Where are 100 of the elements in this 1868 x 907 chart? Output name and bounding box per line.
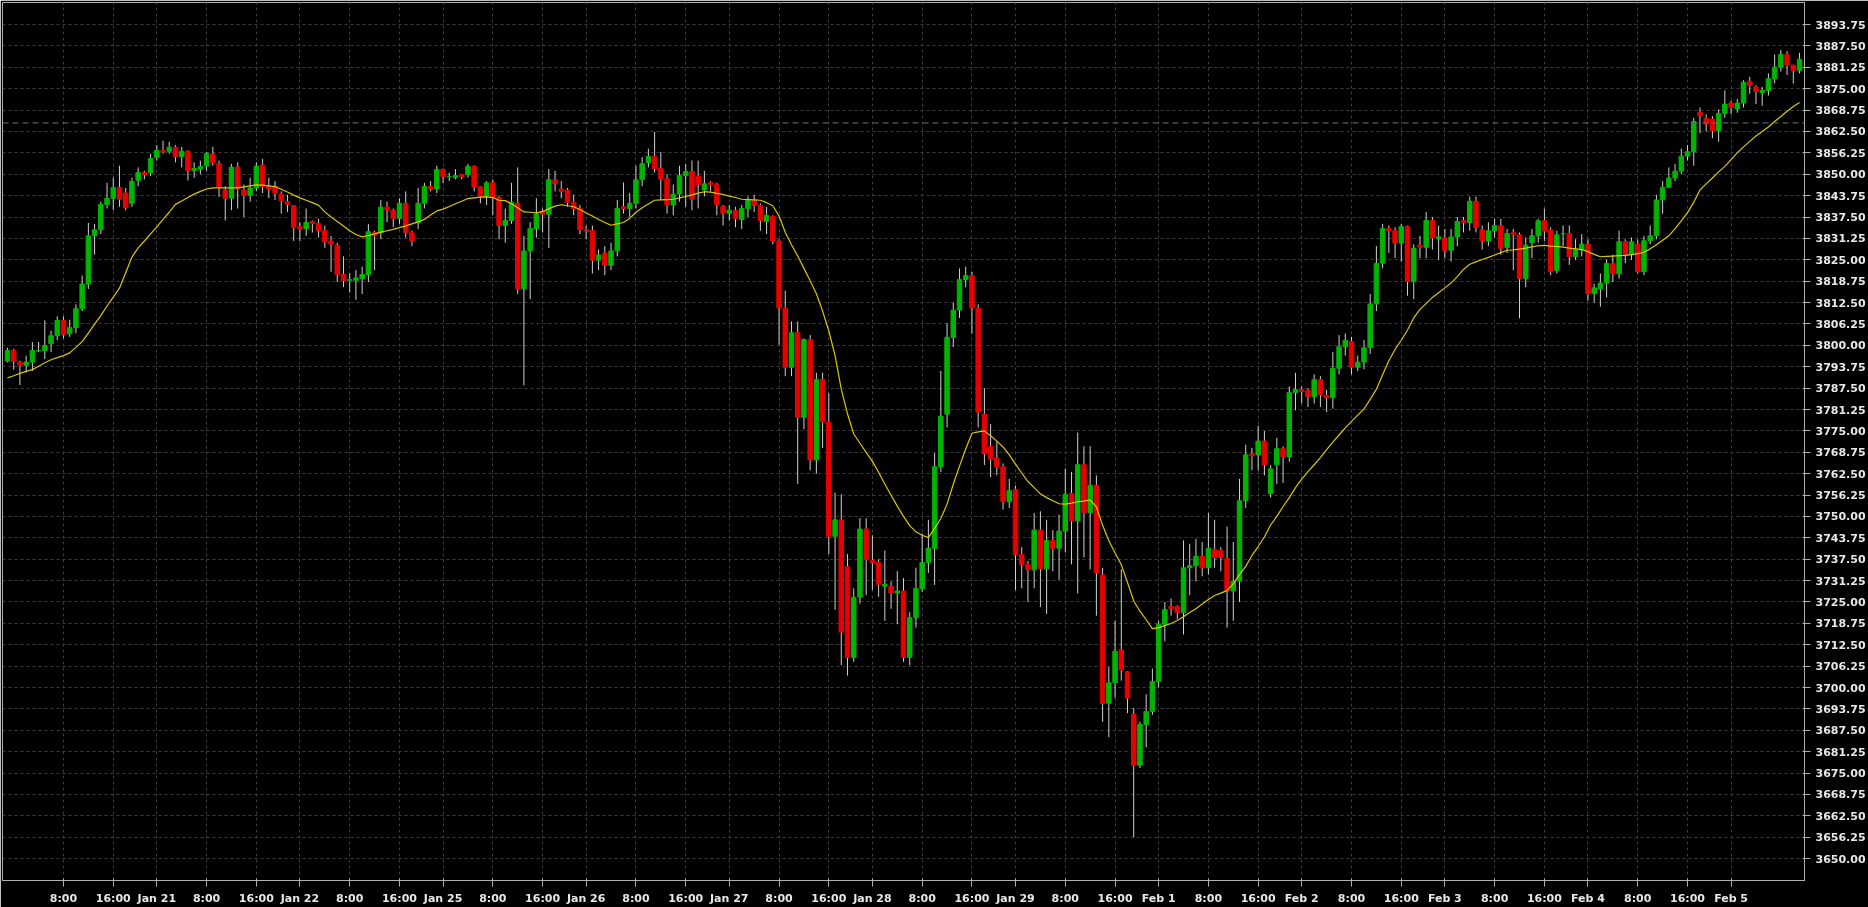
y-tick-label: 3868.75 — [1815, 104, 1866, 118]
candlestick — [10, 348, 17, 371]
x-tick-label: 16:00 — [525, 891, 561, 905]
candlestick — [763, 206, 770, 235]
candlestick — [160, 140, 166, 155]
candlestick — [178, 146, 185, 168]
candlestick — [147, 153, 154, 177]
candlestick — [234, 161, 241, 209]
candlestick — [1006, 478, 1013, 509]
y-tick-label: 3681.25 — [1815, 745, 1866, 759]
candlestick — [483, 180, 490, 206]
candlestick — [832, 491, 838, 611]
candlestick — [1398, 223, 1405, 263]
candlestick — [1610, 254, 1616, 283]
x-tick-label: 8:00 — [1337, 891, 1366, 905]
x-tick-label: 16:00 — [1383, 891, 1420, 905]
y-tick-label: 3831.25 — [1815, 232, 1866, 246]
candlestick — [701, 170, 708, 198]
candlestick — [552, 170, 558, 192]
candlestick — [241, 184, 247, 218]
y-tick-label: 3675.00 — [1815, 767, 1866, 781]
x-tick-label: 16:00 — [95, 891, 132, 905]
y-tick-label: 3818.75 — [1815, 275, 1866, 289]
candlestick — [1728, 100, 1734, 115]
candlestick — [440, 167, 446, 184]
x-tick-label: Jan 21 — [136, 891, 177, 905]
x-tick-label: Jan 28 — [852, 891, 892, 905]
candlestick — [894, 570, 901, 625]
x-tick-label: 8:00 — [49, 891, 78, 905]
candlestick — [1317, 375, 1324, 408]
y-tick-label: 3793.75 — [1815, 360, 1866, 374]
x-tick-label: 16:00 — [668, 891, 704, 905]
x-tick-label: 8:00 — [192, 891, 221, 905]
x-tick-label: 16:00 — [1240, 891, 1277, 905]
y-tick-label: 3781.25 — [1815, 403, 1866, 417]
candlestick — [216, 160, 222, 198]
y-tick-label: 3837.50 — [1815, 211, 1866, 225]
candlestick — [620, 181, 627, 215]
x-tick-label: 16:00 — [381, 891, 418, 905]
candlestick — [1311, 373, 1317, 405]
y-tick-label: 3825.00 — [1815, 253, 1866, 267]
y-tick-label: 3850.00 — [1815, 168, 1866, 182]
candlestick — [1118, 568, 1125, 682]
x-tick-label: Jan 22 — [279, 891, 320, 905]
candlestick — [135, 166, 141, 187]
candlestick — [210, 146, 216, 167]
y-tick-label: 3706.25 — [1815, 660, 1866, 674]
candlestick — [396, 197, 403, 225]
candlestick — [882, 550, 888, 622]
candlestick — [1479, 225, 1485, 251]
x-tick-label: 16:00 — [811, 891, 847, 905]
x-tick-label: Feb 4 — [1571, 891, 1606, 905]
y-tick-label: 3875.00 — [1815, 82, 1866, 96]
y-tick-label: 3650.00 — [1815, 852, 1866, 866]
x-tick-label: 16:00 — [1670, 891, 1706, 905]
y-tick-label: 3743.75 — [1815, 531, 1866, 545]
candlestick — [1435, 225, 1442, 261]
y-tick-label: 3656.25 — [1815, 831, 1866, 845]
candlestick — [1255, 425, 1261, 471]
y-tick-label: 3768.75 — [1815, 446, 1866, 460]
y-tick-label: 3756.25 — [1815, 489, 1866, 503]
y-tick-label: 3862.50 — [1815, 125, 1866, 139]
x-tick-label: Feb 1 — [1141, 891, 1176, 905]
x-tick-label: 16:00 — [954, 891, 990, 905]
candlestick — [1274, 437, 1280, 485]
y-tick-label: 3787.50 — [1815, 382, 1866, 396]
y-tick-label: 3750.00 — [1815, 510, 1866, 524]
candlestick — [1249, 447, 1255, 471]
y-tick-label: 3843.75 — [1815, 189, 1866, 203]
y-tick-label: 3718.75 — [1815, 617, 1866, 631]
candlestick — [1796, 52, 1803, 74]
x-tick-label: 8:00 — [1194, 891, 1223, 905]
candlestick — [1504, 228, 1510, 254]
y-tick-label: 3775.00 — [1815, 424, 1866, 438]
y-tick-label: 3856.25 — [1815, 146, 1866, 160]
x-tick-label: 16:00 — [238, 891, 275, 905]
y-tick-label: 3881.25 — [1815, 61, 1866, 75]
candlestick — [1467, 196, 1473, 232]
candlestick — [1498, 218, 1504, 256]
x-tick-label: 16:00 — [1526, 891, 1563, 905]
candlestick — [60, 315, 67, 340]
x-tick-label: 8:00 — [765, 891, 794, 905]
y-tick-label: 3687.50 — [1815, 724, 1866, 738]
candlestick — [1199, 541, 1205, 577]
x-tick-label: Jan 26 — [565, 891, 606, 905]
y-tick-label: 3887.50 — [1815, 39, 1866, 53]
candlestick — [434, 165, 440, 194]
x-tick-label: 8:00 — [1624, 891, 1652, 905]
candlestick — [1261, 430, 1268, 476]
candlestick — [602, 245, 608, 276]
candlestick — [1697, 107, 1703, 134]
candlestick — [1323, 389, 1330, 413]
candlestick — [1050, 529, 1056, 572]
y-tick-label: 3712.50 — [1815, 638, 1866, 652]
x-tick-label: Jan 27 — [709, 891, 749, 905]
x-tick-label: 8:00 — [622, 891, 650, 905]
candlestick — [1442, 228, 1448, 259]
y-tick-label: 3737.50 — [1815, 553, 1866, 567]
y-tick-label: 3693.75 — [1815, 702, 1866, 716]
y-tick-label: 3668.75 — [1815, 788, 1866, 802]
